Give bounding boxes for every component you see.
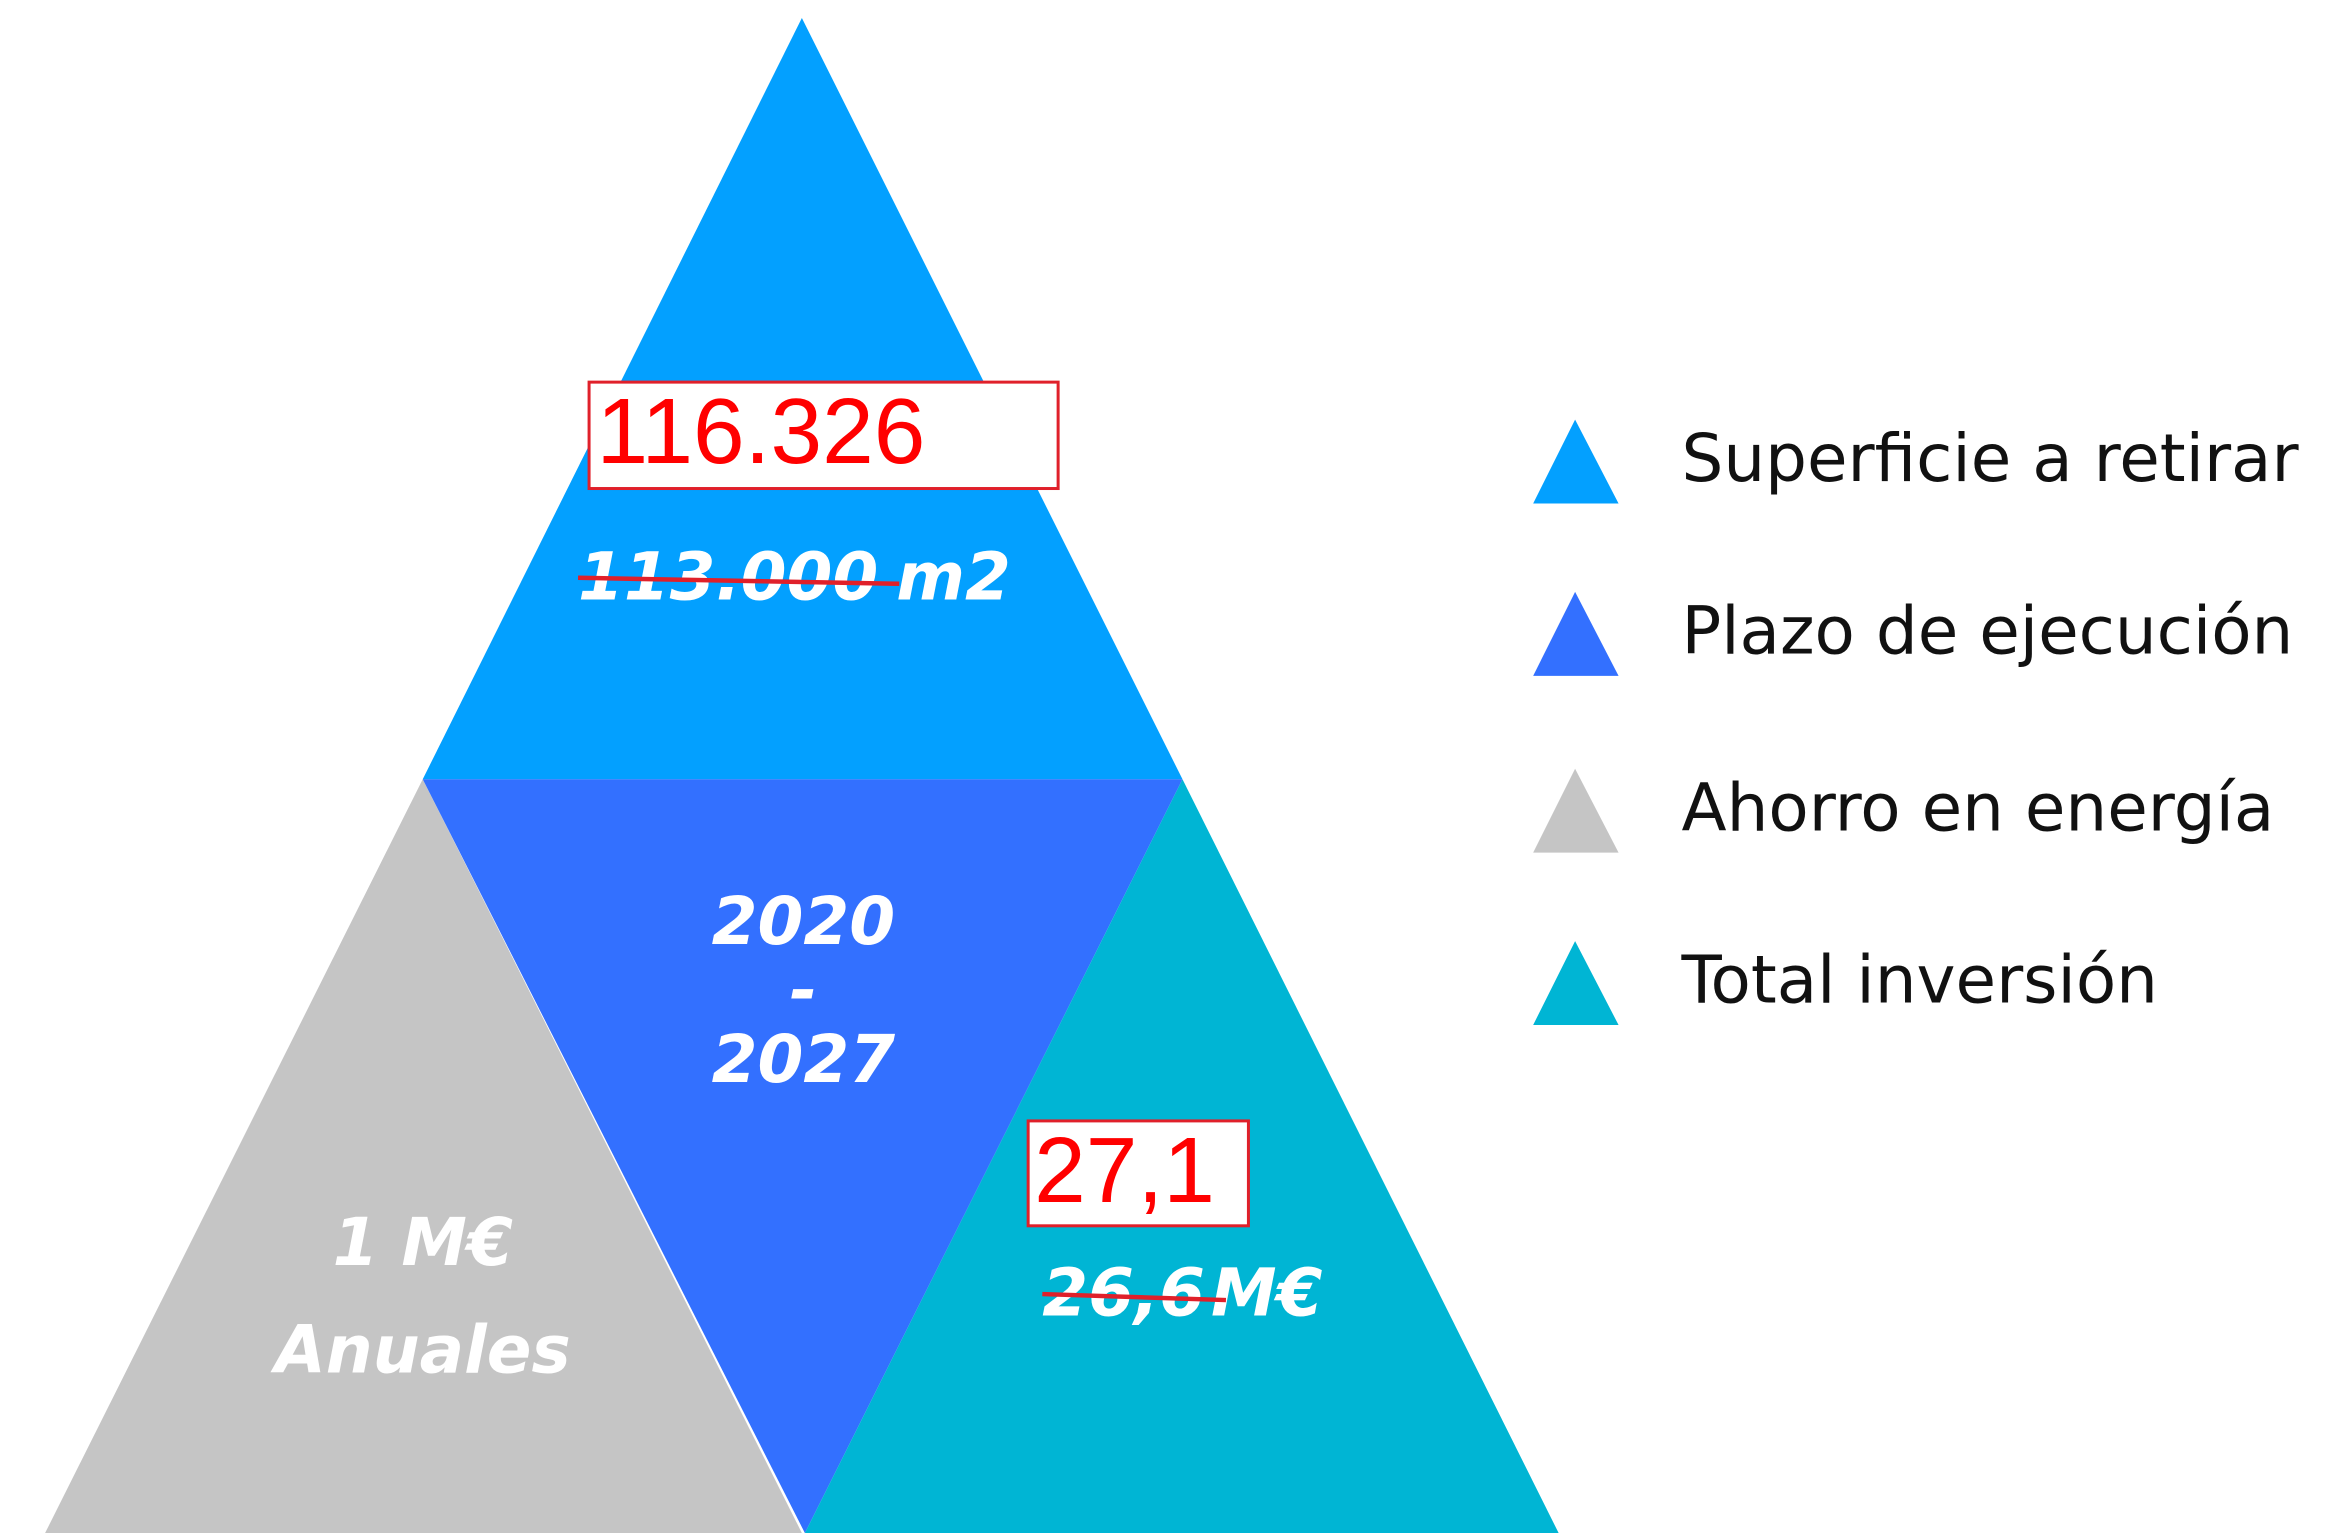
strike-line [1042,1291,1227,1303]
legend-label: Ahorro en energía [1682,769,2275,846]
legend-icon [1533,419,1619,504]
legend-label: Plazo de ejecución [1682,592,2294,669]
start-year: 2020 [712,883,895,960]
savings-line1: 1 M€ [333,1204,513,1281]
new-value: 116.326 [597,379,926,483]
strike-line [577,575,900,587]
center-triangle [422,779,1183,1533]
separator: - [790,952,817,1029]
end-year: 2027 [712,1021,896,1098]
legend-icon [1533,768,1619,853]
legend-icon [1533,941,1619,1025]
legend-label: Superficie a retirar [1682,420,2300,497]
legend-icon [1533,591,1619,676]
legend: Superficie a retirar Plazo de ejecución Ah… [1533,419,2300,1025]
legend-label: Total inversión [1681,942,2158,1019]
left-triangle [45,779,802,1533]
savings-line2: Anuales [270,1312,571,1389]
new-value-box [587,380,1060,491]
unit: M€ [1211,1255,1323,1332]
unit: m2 [896,538,1011,615]
new-value: 27,1 [1034,1118,1215,1222]
new-value-box [1026,1119,1250,1228]
